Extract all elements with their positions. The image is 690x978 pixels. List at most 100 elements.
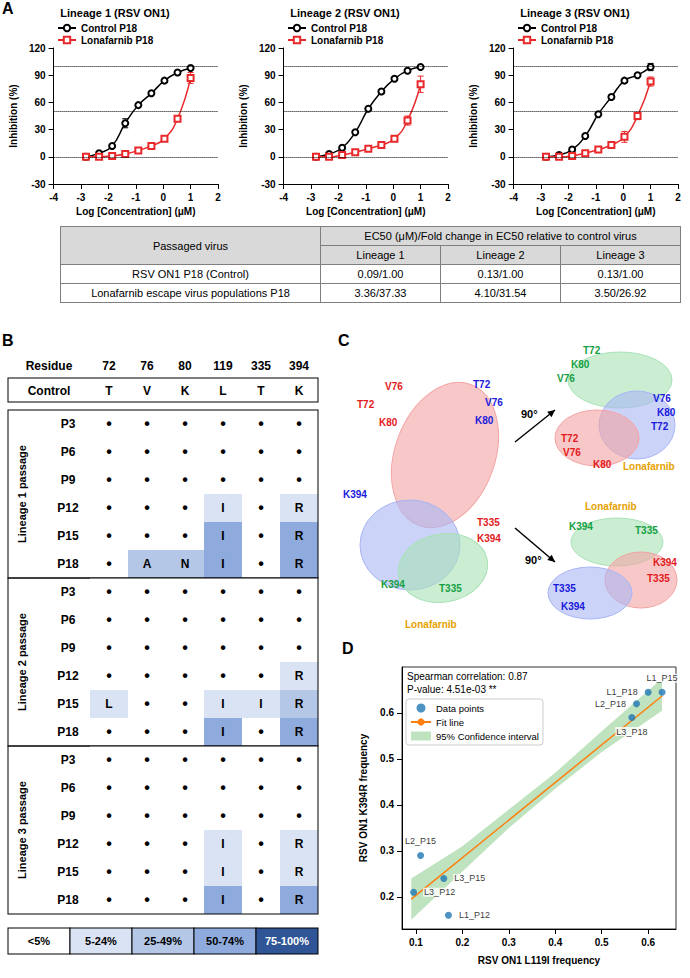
svg-text:•: •	[182, 695, 188, 712]
svg-text:•: •	[296, 583, 302, 600]
svg-text:P9: P9	[61, 641, 76, 655]
svg-text:P15: P15	[57, 697, 79, 711]
svg-text:V76: V76	[557, 373, 575, 384]
svg-text:0: 0	[160, 192, 166, 203]
svg-text:75-100%: 75-100%	[265, 935, 309, 947]
svg-text:R: R	[295, 865, 304, 879]
svg-text:K80: K80	[571, 359, 590, 370]
svg-text:2: 2	[675, 192, 681, 203]
svg-text:90°: 90°	[525, 554, 542, 566]
svg-text:K394: K394	[381, 579, 405, 590]
svg-text:•: •	[258, 807, 264, 824]
svg-text:•: •	[144, 415, 150, 432]
svg-text:•: •	[258, 891, 264, 908]
svg-text:•: •	[144, 471, 150, 488]
svg-text:I: I	[259, 697, 262, 711]
svg-text:T72: T72	[473, 379, 491, 390]
svg-text:•: •	[258, 723, 264, 740]
svg-text:•: •	[182, 611, 188, 628]
svg-text:-1: -1	[131, 192, 140, 203]
svg-text:Spearman correlation: 0.87: Spearman correlation: 0.87	[407, 671, 528, 682]
svg-text:•: •	[144, 611, 150, 628]
svg-text:60: 60	[264, 97, 276, 108]
svg-text:•: •	[220, 415, 226, 432]
svg-text:•: •	[106, 499, 112, 516]
svg-text:•: •	[220, 751, 226, 768]
svg-text:•: •	[182, 863, 188, 880]
svg-text:V76: V76	[385, 381, 403, 392]
svg-text:I: I	[221, 501, 224, 515]
svg-text:•: •	[296, 471, 302, 488]
svg-text:T72: T72	[583, 345, 601, 356]
svg-text:L2_P15: L2_P15	[405, 836, 436, 846]
svg-text:P3: P3	[61, 753, 76, 767]
svg-text:•: •	[258, 527, 264, 544]
svg-text:•: •	[106, 583, 112, 600]
svg-text:•: •	[106, 863, 112, 880]
svg-text:Control P18: Control P18	[81, 23, 138, 34]
svg-text:•: •	[258, 639, 264, 656]
svg-text:Inhibition (%): Inhibition (%)	[8, 84, 19, 147]
svg-text:L1_P15: L1_P15	[647, 673, 678, 683]
svg-text:95% Confidence interval: 95% Confidence interval	[436, 731, 539, 742]
svg-text:72: 72	[102, 359, 116, 373]
svg-text:•: •	[106, 555, 112, 572]
svg-text:Lonafarnib: Lonafarnib	[585, 501, 637, 512]
svg-text:N: N	[181, 557, 190, 571]
svg-text:K80: K80	[379, 417, 398, 428]
svg-text:L3_P12: L3_P12	[424, 887, 455, 897]
svg-text:•: •	[258, 499, 264, 516]
svg-text:0: 0	[500, 151, 506, 162]
svg-text:L3_P18: L3_P18	[616, 727, 647, 737]
svg-text:1: 1	[418, 192, 424, 203]
svg-text:K80: K80	[657, 407, 676, 418]
svg-text:Inhibition (%): Inhibition (%)	[468, 84, 479, 147]
svg-text:•: •	[296, 611, 302, 628]
svg-text:•: •	[220, 807, 226, 824]
svg-text:-4: -4	[509, 192, 518, 203]
svg-text:K394: K394	[561, 601, 585, 612]
svg-text:80: 80	[178, 359, 192, 373]
svg-text:•: •	[220, 471, 226, 488]
svg-text:Lonafarnib: Lonafarnib	[405, 619, 457, 630]
svg-text:0: 0	[40, 151, 46, 162]
svg-text:•: •	[182, 807, 188, 824]
svg-text:•: •	[220, 667, 226, 684]
svg-text:I: I	[221, 529, 224, 543]
svg-text:•: •	[106, 751, 112, 768]
svg-text:•: •	[182, 583, 188, 600]
svg-text:60: 60	[34, 97, 46, 108]
svg-text:L2_P18: L2_P18	[595, 699, 626, 709]
svg-text:•: •	[144, 695, 150, 712]
svg-text:•: •	[296, 751, 302, 768]
svg-text:Data points: Data points	[436, 703, 484, 714]
svg-text:I: I	[221, 725, 224, 739]
svg-text:L3_P15: L3_P15	[454, 873, 485, 883]
svg-text:50-74%: 50-74%	[206, 935, 244, 947]
svg-text:•: •	[144, 667, 150, 684]
svg-text:•: •	[182, 667, 188, 684]
svg-text:T: T	[257, 384, 265, 398]
svg-text:I: I	[221, 557, 224, 571]
svg-text:•: •	[296, 443, 302, 460]
svg-text:V76: V76	[485, 397, 503, 408]
svg-text:T335: T335	[477, 517, 500, 528]
svg-text:Lineage 3 (RSV ON1): Lineage 3 (RSV ON1)	[520, 7, 630, 19]
svg-text:•: •	[258, 415, 264, 432]
svg-text:Lonafarnib P18: Lonafarnib P18	[541, 35, 614, 46]
svg-text:•: •	[258, 835, 264, 852]
svg-text:•: •	[106, 611, 112, 628]
svg-text:•: •	[182, 891, 188, 908]
svg-text:•: •	[106, 471, 112, 488]
svg-text:•: •	[144, 527, 150, 544]
svg-text:•: •	[220, 779, 226, 796]
svg-text:1: 1	[188, 192, 194, 203]
svg-text:<5%: <5%	[28, 935, 51, 947]
svg-text:A: A	[143, 557, 152, 571]
svg-text:-1: -1	[591, 192, 600, 203]
svg-text:T335: T335	[553, 583, 576, 594]
svg-text:I: I	[221, 697, 224, 711]
svg-text:•: •	[144, 835, 150, 852]
svg-text:Lineage 2 passage: Lineage 2 passage	[16, 613, 28, 711]
svg-text:•: •	[182, 527, 188, 544]
